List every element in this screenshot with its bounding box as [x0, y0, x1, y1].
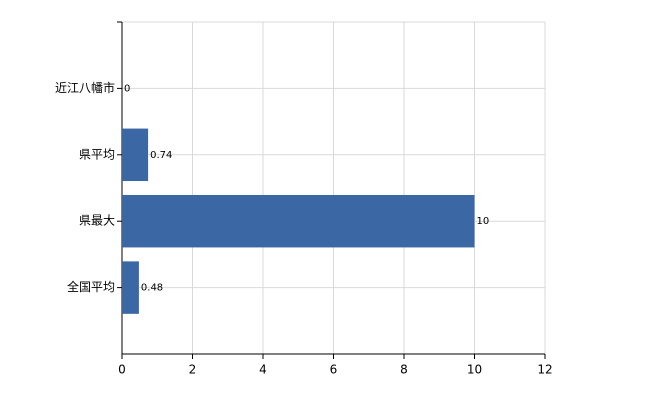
bar [122, 194, 475, 248]
x-tick-label: 12 [537, 363, 552, 377]
y-tick-label: 県平均 [79, 147, 115, 161]
value-label: 0.48 [141, 283, 163, 294]
x-tick-label: 8 [400, 363, 408, 377]
value-label: 0.74 [150, 150, 172, 161]
value-label: 0 [124, 83, 130, 94]
value-label: 10 [477, 216, 490, 227]
y-tick-label: 近江八幡市 [55, 80, 115, 95]
y-tick-label: 県最大 [79, 214, 115, 228]
bar [122, 128, 149, 182]
x-tick-label: 0 [118, 363, 126, 377]
bar [122, 261, 139, 314]
x-tick-label: 2 [189, 363, 197, 377]
x-tick-label: 10 [467, 363, 482, 377]
y-tick-label: 全国平均 [67, 279, 115, 294]
x-tick-label: 6 [330, 363, 338, 377]
x-tick-label: 4 [259, 363, 267, 377]
